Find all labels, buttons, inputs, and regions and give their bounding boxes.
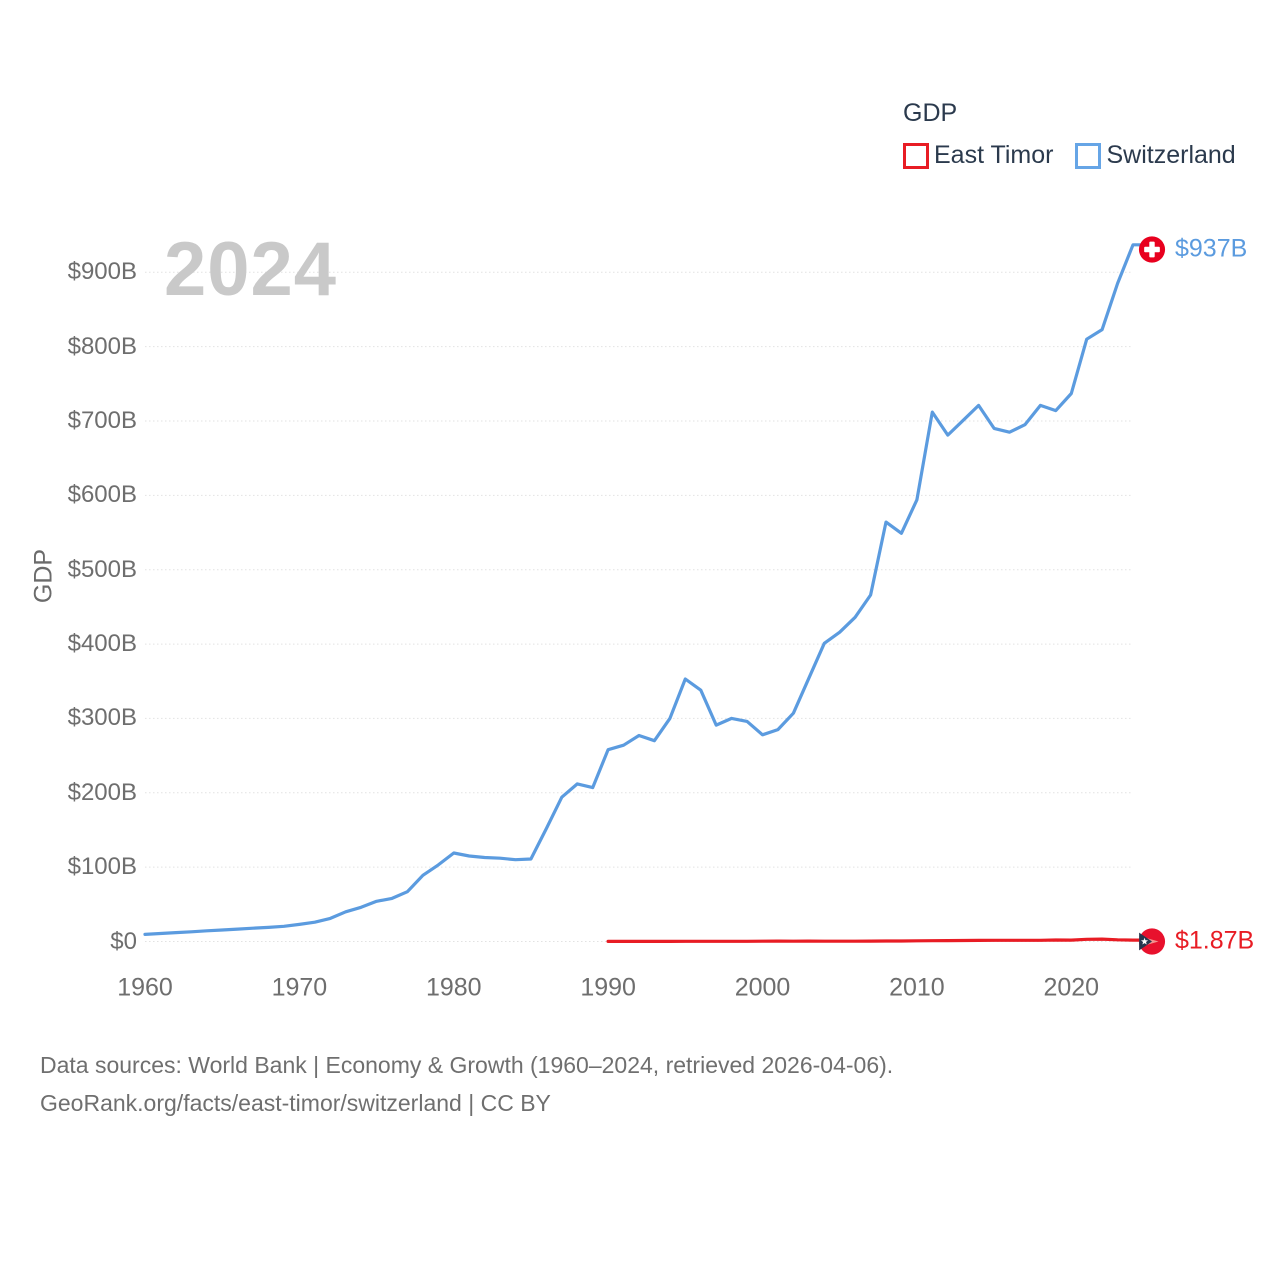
x-tick-label: 1980 bbox=[425, 973, 482, 1002]
y-tick-label: $100B bbox=[67, 853, 137, 881]
footer: Data sources: World Bank | Economy & Gro… bbox=[40, 1046, 893, 1122]
legend-label-east-timor: East Timor bbox=[934, 141, 1054, 169]
switzerland-line bbox=[143, 243, 1142, 937]
switzerland-end-value: $937B bbox=[1175, 234, 1248, 263]
legend-item-switzerland[interactable]: Switzerland bbox=[1075, 141, 1236, 170]
y-tick-label: $900B bbox=[67, 258, 137, 286]
switzerland-flag-icon bbox=[1138, 235, 1166, 263]
y-tick-label: $300B bbox=[67, 704, 137, 732]
legend-label-switzerland: Switzerland bbox=[1106, 141, 1236, 169]
y-tick-label: $500B bbox=[67, 555, 137, 583]
legend-item-east-timor[interactable]: East Timor bbox=[903, 141, 1053, 170]
switzerland-swatch-icon bbox=[1075, 142, 1102, 169]
watermark-year: 2024 bbox=[164, 227, 338, 312]
y-tick-label: $0 bbox=[110, 927, 137, 955]
x-tick-label: 1960 bbox=[117, 973, 173, 1002]
x-tick-label: 2020 bbox=[1043, 973, 1100, 1002]
legend: GDP East Timor Switzerland bbox=[903, 98, 1236, 170]
x-tick-label: 2000 bbox=[734, 973, 791, 1002]
legend-items: East Timor Switzerland bbox=[903, 141, 1236, 170]
y-axis-title: GDP bbox=[29, 548, 58, 604]
legend-title: GDP bbox=[903, 99, 958, 127]
x-tick-label: 1990 bbox=[580, 973, 636, 1002]
attribution-line: GeoRank.org/facts/east-timor/switzerland… bbox=[40, 1090, 551, 1116]
x-tick-label: 2010 bbox=[889, 973, 945, 1002]
y-tick-label: $600B bbox=[67, 481, 137, 509]
east-timor-end-label: $1.87B bbox=[1138, 927, 1254, 956]
y-tick-label: $700B bbox=[67, 407, 137, 434]
east-timor-swatch-icon bbox=[903, 142, 929, 169]
y-tick-label: $200B bbox=[67, 778, 137, 806]
east-timor-end-value: $1.87B bbox=[1175, 926, 1255, 955]
data-sources-line: Data sources: World Bank | Economy & Gro… bbox=[40, 1052, 894, 1078]
y-tick-label: $400B bbox=[67, 630, 137, 658]
east-timor-flag-icon bbox=[1138, 927, 1166, 955]
x-tick-label: 1970 bbox=[271, 973, 328, 1002]
east-timor-line bbox=[606, 937, 1142, 944]
switzerland-end-label: $937B bbox=[1138, 235, 1247, 264]
y-tick-label: $800B bbox=[67, 332, 137, 360]
